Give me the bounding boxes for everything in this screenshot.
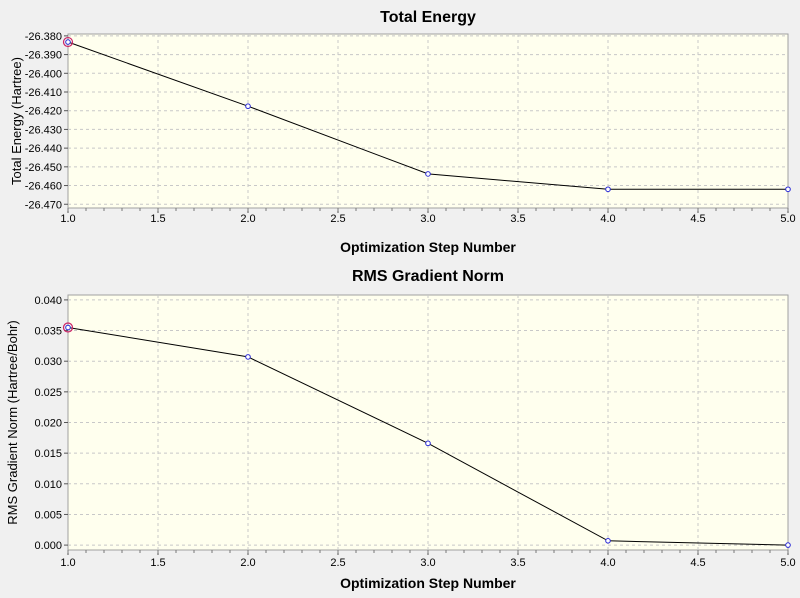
x-tick-label: 2.5 bbox=[330, 557, 345, 569]
y-tick-label: 0.030 bbox=[34, 356, 62, 368]
selected-point-highlight bbox=[62, 322, 74, 333]
y-tick-label: -26.400 bbox=[25, 68, 62, 80]
chart-2: RMS Gradient Norm 1.0 1.5 2.0 2.5 3.0 3.5 4.0 4.… bbox=[5, 268, 796, 591]
x-tick-label: 4.0 bbox=[600, 557, 615, 569]
data-point bbox=[65, 39, 71, 45]
x-tick-label: 4.0 bbox=[600, 213, 615, 225]
x-axis-label: Optimization Step Number bbox=[340, 239, 516, 255]
y-tick-label: 0.005 bbox=[34, 509, 62, 521]
x-tick-label: 3.0 bbox=[420, 213, 435, 225]
x-tick-label: 2.0 bbox=[240, 557, 255, 569]
y-tick-label: -26.440 bbox=[25, 143, 62, 155]
data-point bbox=[425, 440, 431, 447]
y-tick-label: -26.420 bbox=[25, 106, 62, 118]
x-tick-label: 3.5 bbox=[510, 213, 525, 225]
x-tick-label: 2.0 bbox=[240, 213, 255, 225]
x-tick-label: 3.5 bbox=[510, 557, 525, 569]
x-axis-label: Optimization Step Number bbox=[340, 575, 516, 591]
chart-title: Total Energy bbox=[380, 9, 476, 26]
y-tick-label: -26.410 bbox=[25, 87, 62, 99]
data-point bbox=[245, 103, 251, 110]
y-tick-label: 0.040 bbox=[34, 295, 62, 307]
y-tick-label: -26.450 bbox=[25, 162, 62, 174]
x-tick-label: 1.5 bbox=[150, 213, 165, 225]
data-point bbox=[605, 538, 611, 544]
x-tick-label: 4.5 bbox=[690, 557, 705, 569]
y-tick-label: -26.430 bbox=[25, 124, 62, 136]
x-tick-label: 1.0 bbox=[60, 557, 75, 569]
y-axis-label: RMS Gradient Norm (Hartree/Bohr) bbox=[5, 320, 20, 524]
y-tick-label: 0.025 bbox=[34, 387, 62, 399]
data-point bbox=[425, 171, 431, 177]
y-tick-label: -26.390 bbox=[25, 50, 62, 62]
selected-point-highlight bbox=[62, 36, 74, 48]
y-tick-label: -26.460 bbox=[25, 181, 62, 193]
x-tick-label: 3.0 bbox=[420, 557, 435, 569]
chart-1: Total Energy 1.0 1.5 2.0 2.5 3.0 3.5 4.0 4.5 5.0 -… bbox=[9, 9, 796, 255]
x-tick-label: 1.5 bbox=[150, 557, 165, 569]
x-tick-label: 1.0 bbox=[60, 213, 75, 225]
y-tick-label: 0.020 bbox=[34, 418, 62, 430]
data-point bbox=[605, 186, 611, 193]
y-tick-label: -26.470 bbox=[25, 199, 62, 211]
data-point bbox=[785, 542, 791, 548]
x-tick-label: 2.5 bbox=[330, 213, 345, 225]
data-point bbox=[785, 186, 791, 193]
data-point bbox=[245, 354, 251, 360]
x-tick-label: 5.0 bbox=[780, 213, 795, 225]
y-tick-label: 0.015 bbox=[34, 448, 62, 460]
y-tick-label: 0.000 bbox=[34, 540, 62, 552]
y-tick-label: -26.380 bbox=[25, 31, 62, 43]
y-tick-label: 0.035 bbox=[34, 326, 62, 338]
y-tick-label: 0.010 bbox=[34, 479, 62, 491]
y-axis-label: Total Energy (Hartree) bbox=[9, 57, 24, 185]
data-point bbox=[65, 324, 71, 331]
x-tick-label: 4.5 bbox=[690, 213, 705, 225]
chart-title: RMS Gradient Norm bbox=[352, 268, 504, 285]
x-tick-label: 5.0 bbox=[780, 557, 795, 569]
